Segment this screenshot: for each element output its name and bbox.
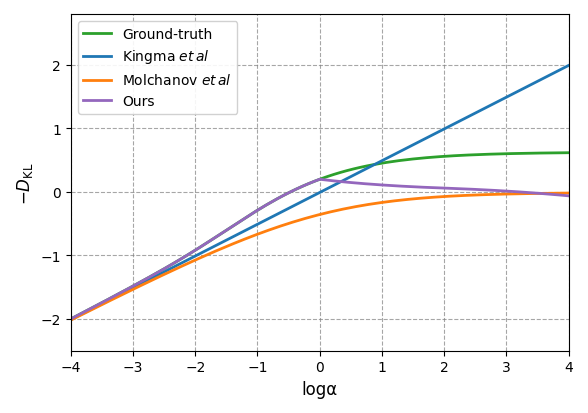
Molchanov $\it{et\,al}$ (118, 293, 125, 298)
Ours (456, 187, 463, 192)
Line: Kingma $\it{et\,al}$: Kingma $\it{et\,al}$ (71, 66, 569, 320)
Ours (269, 199, 276, 204)
Ground-truth (409, 157, 416, 162)
Kingma $\it{et\,al}$ (409, 143, 416, 148)
Molchanov $\it{et\,al}$ (269, 227, 276, 232)
Kingma $\it{et\,al}$ (286, 206, 293, 211)
Kingma $\it{et\,al}$ (456, 120, 463, 125)
Ours (67, 317, 74, 322)
Molchanov $\it{et\,al}$ (565, 191, 572, 196)
Molchanov $\it{et\,al}$ (286, 221, 293, 226)
Molchanov $\it{et\,al}$ (67, 318, 74, 323)
Ground-truth (67, 317, 74, 322)
Kingma $\it{et\,al}$ (565, 64, 572, 69)
Ground-truth (269, 199, 276, 204)
Ours (316, 177, 323, 182)
Line: Molchanov $\it{et\,al}$: Molchanov $\it{et\,al}$ (71, 194, 569, 320)
Ground-truth (118, 290, 125, 295)
Kingma $\it{et\,al}$ (118, 292, 125, 297)
Ours (565, 194, 572, 199)
Molchanov $\it{et\,al}$ (456, 194, 463, 199)
Ground-truth (456, 154, 463, 159)
Ours (410, 185, 417, 190)
Ours (465, 187, 472, 192)
Ours (118, 290, 125, 295)
Ground-truth (565, 151, 572, 156)
Ground-truth (465, 153, 472, 158)
Line: Ours: Ours (71, 180, 569, 319)
Molchanov $\it{et\,al}$ (465, 193, 472, 198)
X-axis label: logα: logα (302, 380, 338, 398)
Ground-truth (286, 190, 293, 195)
Kingma $\it{et\,al}$ (465, 115, 472, 120)
Ours (286, 190, 293, 195)
Legend: Ground-truth, Kingma $\it{et\,al}$, Molchanov $\it{et\,al}$, Ours: Ground-truth, Kingma $\it{et\,al}$, Molc… (78, 22, 238, 115)
Kingma $\it{et\,al}$ (67, 317, 74, 322)
Line: Ground-truth: Ground-truth (71, 153, 569, 319)
Molchanov $\it{et\,al}$ (409, 197, 416, 202)
Y-axis label: $-D_{\mathrm{KL}}$: $-D_{\mathrm{KL}}$ (15, 161, 35, 204)
Kingma $\it{et\,al}$ (269, 215, 276, 220)
